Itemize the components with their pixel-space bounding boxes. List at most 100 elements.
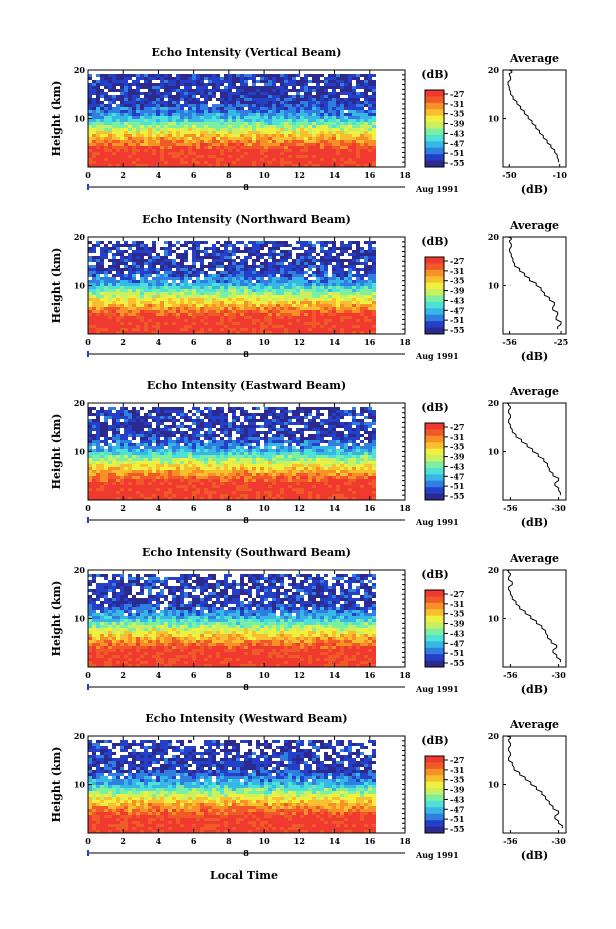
heatmap-cell: [108, 488, 112, 491]
heatmap-cell: [136, 419, 140, 422]
heatmap-cell: [300, 274, 304, 277]
heatmap-cell: [120, 280, 124, 283]
heatmap-cell: [164, 131, 168, 134]
heatmap-cell: [144, 250, 148, 253]
heatmap-cell: [152, 419, 156, 422]
heatmap-cell: [284, 244, 288, 247]
heatmap-cell: [180, 307, 184, 310]
heatmap-cell: [168, 319, 172, 322]
heatmap-cell: [96, 113, 100, 116]
heatmap-cell: [256, 149, 260, 152]
heatmap-cell: [268, 89, 272, 92]
heatmap-cell: [124, 488, 128, 491]
heatmap-cell: [152, 128, 156, 131]
heatmap-cell: [228, 298, 232, 301]
heatmap-cell: [248, 149, 252, 152]
heatmap-cell: [276, 89, 280, 92]
heatmap-cell: [160, 416, 164, 419]
heatmap-cell: [120, 461, 124, 464]
heatmap-cell: [140, 491, 144, 494]
heatmap-cell: [144, 325, 148, 328]
heatmap-cell: [92, 497, 96, 500]
heatmap-cell: [180, 286, 184, 289]
heatmap-cell: [132, 268, 136, 271]
heatmap-cell: [232, 247, 236, 250]
heatmap-cell: [296, 161, 300, 164]
heatmap-cell: [260, 241, 264, 244]
heatmap-cell: [152, 325, 156, 328]
heatmap-cell: [276, 80, 280, 83]
heatmap-cell: [100, 241, 104, 244]
heatmap-cell: [228, 158, 232, 161]
heatmap-cell: [140, 250, 144, 253]
heatmap-cell: [252, 128, 256, 131]
heatmap-cell: [356, 80, 360, 83]
heatmap-cell: [132, 128, 136, 131]
heatmap-cell: [348, 152, 352, 155]
heatmap-cell: [320, 319, 324, 322]
heatmap-cell: [364, 155, 368, 158]
heatmap-cell: [216, 310, 220, 313]
heatmap-cell: [312, 289, 316, 292]
heatmap-cell: [108, 437, 112, 440]
heatmap-cell: [252, 134, 256, 137]
heatmap-cell: [356, 107, 360, 110]
heatmap-cell: [276, 259, 280, 262]
heatmap-cell: [156, 107, 160, 110]
heatmap-cell: [228, 319, 232, 322]
heatmap-cell: [88, 107, 92, 110]
heatmap-cell: [216, 277, 220, 280]
heatmap-cell: [352, 155, 356, 158]
heatmap-cell: [348, 307, 352, 310]
heatmap-cell: [124, 274, 128, 277]
heatmap-cell: [268, 301, 272, 304]
heatmap-cell: [144, 122, 148, 125]
heatmap-cell: [152, 137, 156, 140]
heatmap-cell: [372, 292, 376, 295]
heatmap-cell: [168, 295, 172, 298]
heatmap-cell: [344, 89, 348, 92]
heatmap-cell: [184, 244, 188, 247]
heatmap-cell: [192, 149, 196, 152]
heatmap-cell: [232, 119, 236, 122]
heatmap-cell: [324, 149, 328, 152]
heatmap-cell: [172, 125, 176, 128]
heatmap-cell: [200, 268, 204, 271]
heatmap-cell: [204, 295, 208, 298]
heatmap-cell: [360, 262, 364, 265]
heatmap-cell: [268, 158, 272, 161]
heatmap-cell: [264, 331, 268, 334]
heatmap-cell: [220, 119, 224, 122]
heatmap-cell: [148, 125, 152, 128]
heatmap-cell: [212, 122, 216, 125]
heatmap-cell: [372, 250, 376, 253]
x-tick-label: 4: [156, 170, 162, 180]
heatmap-cell: [256, 274, 260, 277]
heatmap-cell: [352, 161, 356, 164]
heatmap-cell: [112, 286, 116, 289]
heatmap-cell: [224, 301, 228, 304]
heatmap-cell: [236, 119, 240, 122]
heatmap-cell: [116, 497, 120, 500]
heatmap-cell: [292, 289, 296, 292]
heatmap-cell: [196, 304, 200, 307]
heatmap-cell: [144, 319, 148, 322]
heatmap-cell: [132, 310, 136, 313]
heatmap-cell: [176, 77, 180, 80]
heatmap-cell: [168, 458, 172, 461]
heatmap-cell: [208, 77, 212, 80]
heatmap-cell: [300, 158, 304, 161]
heatmap-cell: [116, 482, 120, 485]
heatmap-cell: [248, 271, 252, 274]
heatmap-cell: [240, 325, 244, 328]
heatmap-cell: [148, 479, 152, 482]
heatmap-cell: [332, 164, 336, 167]
heatmap-cell: [144, 292, 148, 295]
heatmap-cell: [304, 86, 308, 89]
heatmap-cell: [268, 316, 272, 319]
heatmap-cell: [268, 104, 272, 107]
heatmap-cell: [288, 331, 292, 334]
heatmap-cell: [340, 134, 344, 137]
heatmap-cell: [348, 146, 352, 149]
heatmap-cell: [160, 307, 164, 310]
